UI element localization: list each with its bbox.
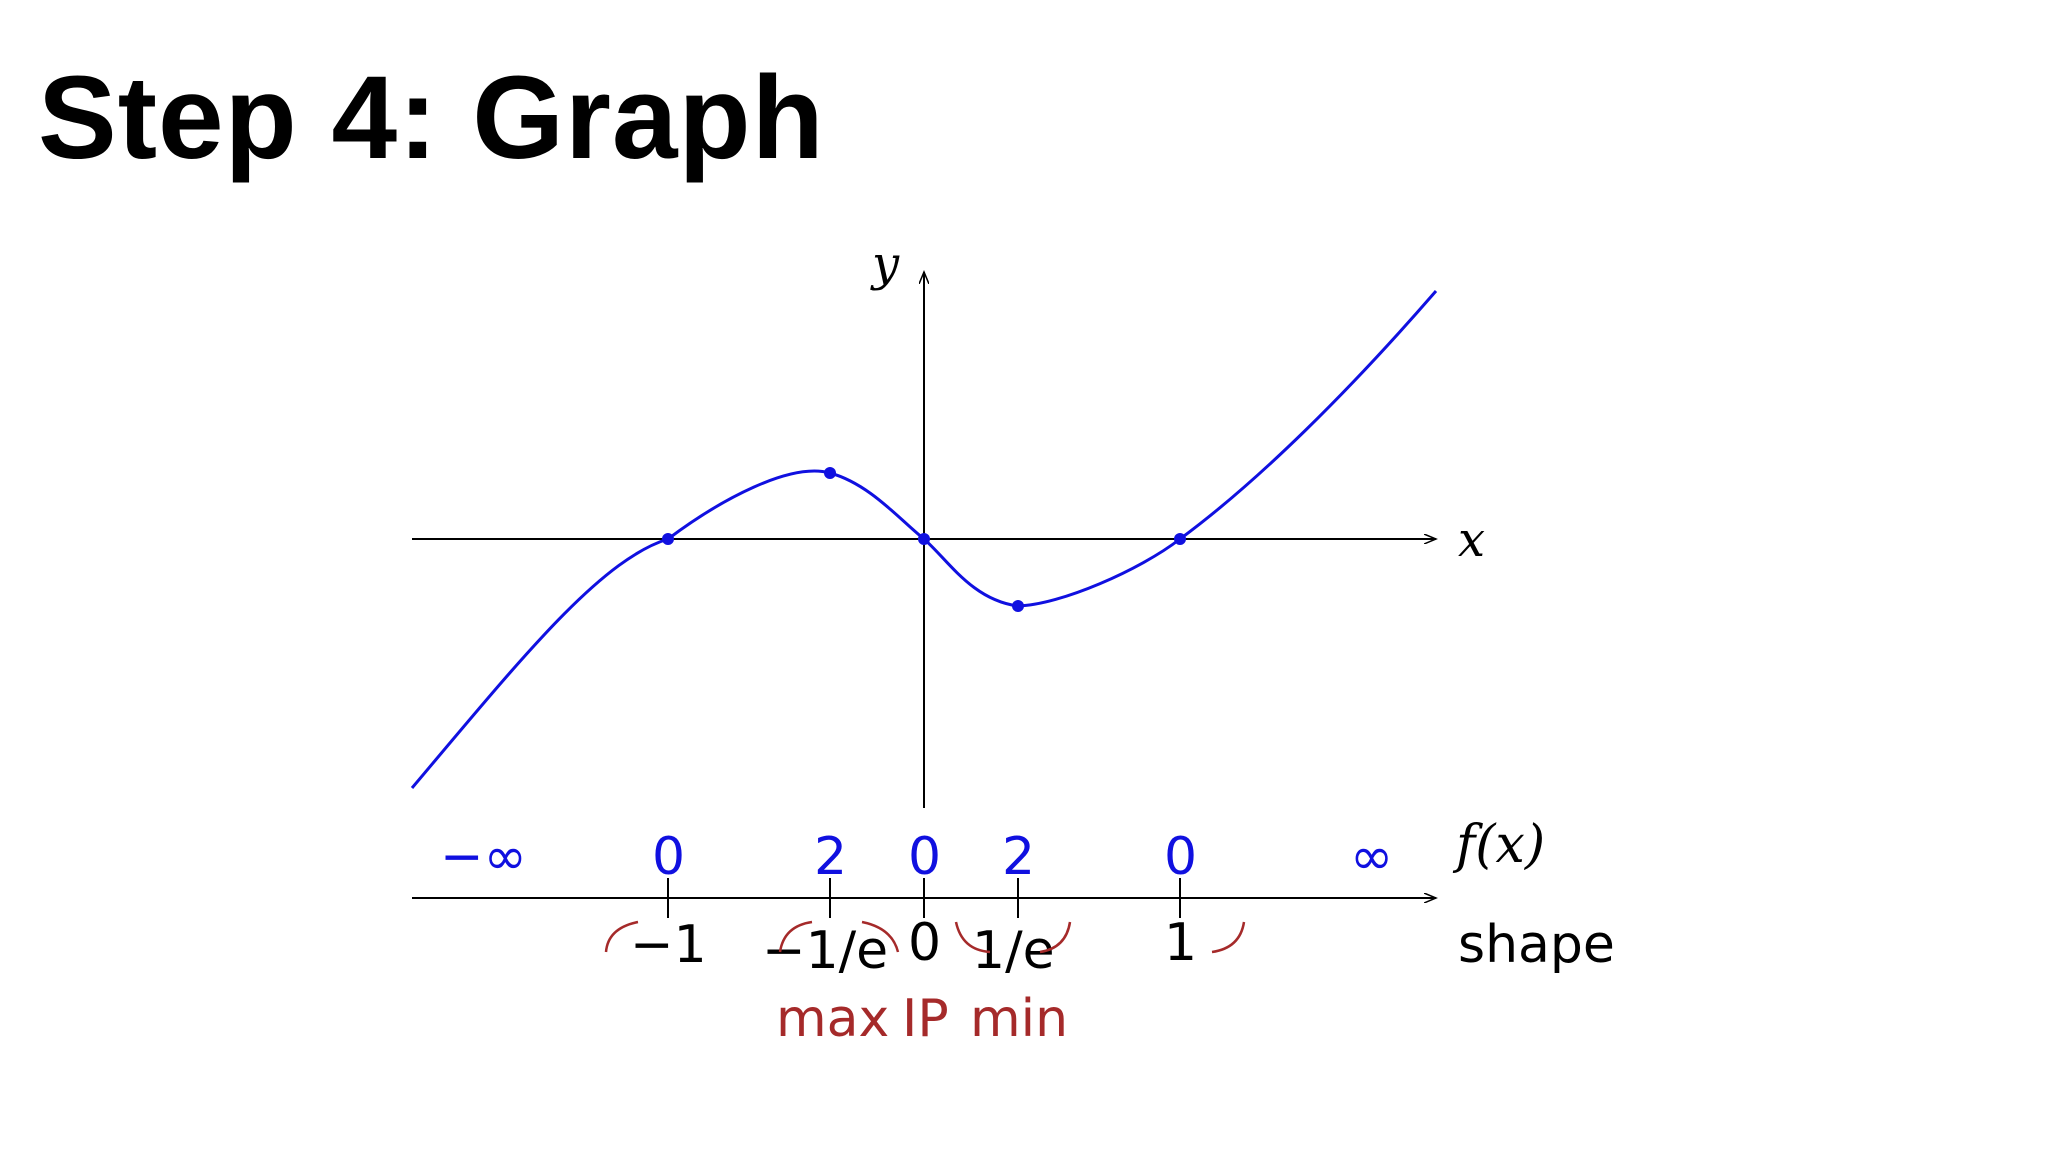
x-value-neg-one: −1: [630, 915, 707, 975]
point-local-min: [1012, 600, 1024, 612]
f-value-neg-inf: −∞: [440, 827, 527, 887]
shape-concave-up-3: [1039, 921, 1072, 954]
slide-title: Step 4: Graph: [38, 52, 825, 184]
point-neg-one: [662, 533, 674, 545]
f-value-0b: 0: [908, 827, 941, 887]
point-one: [1174, 533, 1186, 545]
annotation-min: min: [970, 989, 1068, 1049]
annotation-ip: IP: [902, 989, 949, 1049]
x-axis-label: x: [1458, 512, 1485, 568]
shape-concave-up-1: [861, 920, 900, 953]
shape-concave-up-4: [1211, 921, 1246, 954]
y-axis-label: y: [870, 236, 900, 292]
point-origin: [918, 533, 930, 545]
f-value-0c: 0: [1164, 827, 1197, 887]
f-value-2b: 2: [1002, 827, 1035, 887]
shape-concave-up-2: [954, 921, 991, 954]
point-local-max: [824, 467, 836, 479]
x-value-one: 1: [1164, 913, 1197, 973]
x-value-zero: 0: [908, 913, 941, 973]
shape-concave-down-2: [778, 920, 813, 953]
shape-row-label: shape: [1458, 915, 1615, 975]
annotation-max: max: [776, 989, 889, 1049]
f-row-label: f(x): [1452, 815, 1545, 875]
f-value-2a: 2: [814, 827, 847, 887]
f-value-inf: ∞: [1350, 827, 1393, 887]
x-value-neg-inv-e: −1/e: [762, 921, 888, 981]
f-value-0a: 0: [652, 827, 685, 887]
shape-concave-down-1: [604, 920, 639, 953]
